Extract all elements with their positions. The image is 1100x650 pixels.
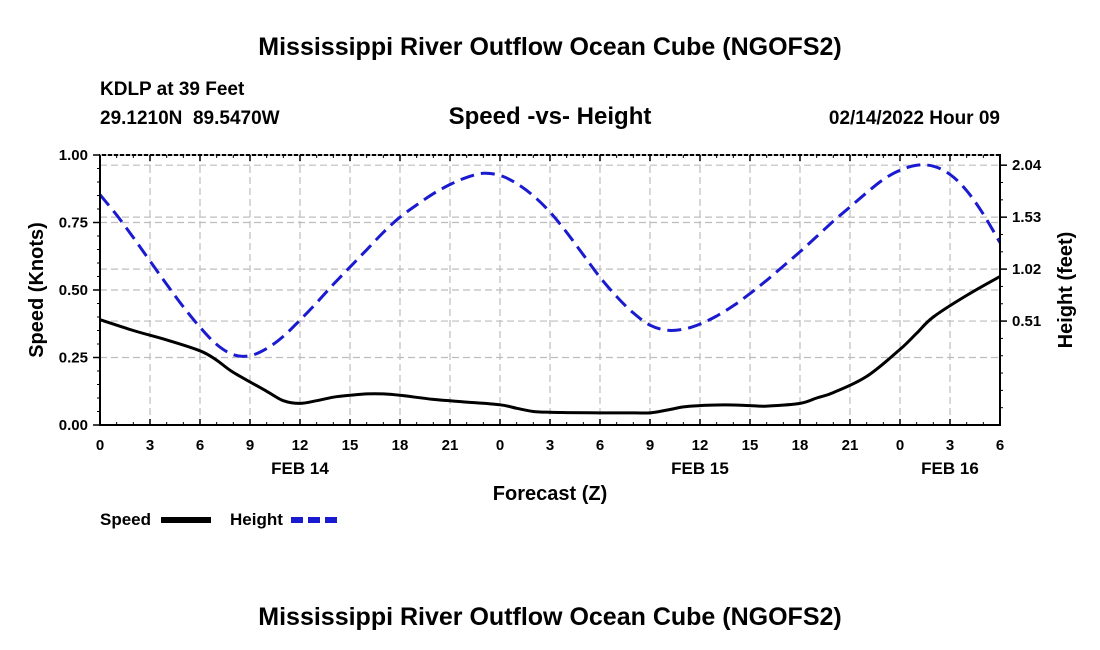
x-tick-label: 21 (442, 437, 459, 454)
main-title: Mississippi River Outflow Ocean Cube (NG… (258, 33, 841, 61)
forecast-datetime: 02/14/2022 Hour 09 (829, 108, 1000, 129)
x-tick-label: 21 (842, 437, 859, 454)
footer-title: Mississippi River Outflow Ocean Cube (NG… (258, 603, 841, 631)
y2-tick-label: 1.53 (1012, 209, 1041, 226)
x-tick-label: 9 (646, 437, 654, 454)
legend: Speed Height (100, 510, 341, 529)
y-tick-label: 0.50 (59, 282, 88, 299)
y-tick-label: 0.00 (59, 417, 88, 434)
grid-lines (100, 155, 1000, 425)
x-tick-label: 18 (392, 437, 409, 454)
legend-speed-label: Speed (100, 510, 151, 529)
x-axis-label: Forecast (Z) (493, 483, 607, 505)
x-tick-label: 0 (896, 437, 904, 454)
x-tick-label: 15 (742, 437, 759, 454)
legend-height-label: Height (230, 510, 283, 529)
x-tick-label: 6 (996, 437, 1004, 454)
y-tick-label: 0.75 (59, 215, 88, 232)
x-tick-label: 6 (196, 437, 204, 454)
y2-tick-label: 2.04 (1012, 157, 1042, 174)
x-tick-label: 0 (96, 437, 104, 454)
x-tick-label: 12 (292, 437, 309, 454)
x-tick-label: 18 (792, 437, 809, 454)
y-axis-label: Speed (Knots) (26, 222, 48, 358)
y2-tick-label: 0.51 (1012, 313, 1041, 330)
x-tick-label: 3 (146, 437, 154, 454)
y-tick-label: 0.25 (59, 350, 88, 367)
station-coords: 29.1210N 89.5470W (100, 108, 280, 129)
x-tick-label: 3 (946, 437, 954, 454)
y2-axis-label: Height (feet) (1055, 232, 1077, 349)
x-tick-label: 9 (246, 437, 254, 454)
axes: 0 3 6 9 12 15 18 21 0 3 6 9 12 15 18 21 0 3 6 FEB 14 FEB 15 F… (59, 147, 1042, 478)
station-label: KDLP at 39 Feet (100, 79, 245, 100)
y-tick-label: 1.00 (59, 147, 88, 164)
x-date-label: FEB 15 (671, 459, 729, 478)
x-tick-label: 12 (692, 437, 709, 454)
chart-subtitle: Speed -vs- Height (449, 103, 652, 130)
x-tick-label: 3 (546, 437, 554, 454)
x-tick-label: 15 (342, 437, 359, 454)
y2-tick-label: 1.02 (1012, 261, 1041, 278)
x-tick-label: 0 (496, 437, 504, 454)
series-lines (98, 163, 1002, 415)
x-date-label: FEB 16 (921, 459, 979, 478)
speed-series-line (99, 275, 1001, 415)
x-date-label: FEB 14 (271, 459, 329, 478)
x-tick-label: 6 (596, 437, 604, 454)
